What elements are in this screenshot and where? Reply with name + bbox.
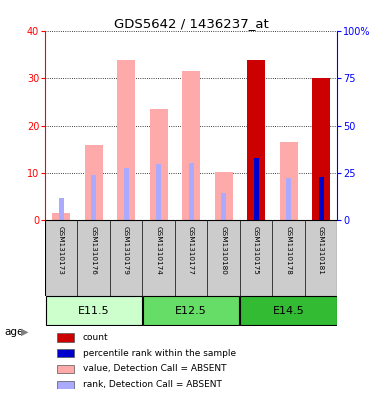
Text: GSM1310174: GSM1310174: [156, 226, 161, 275]
Bar: [189, 163, 193, 220]
Bar: [91, 175, 96, 220]
Bar: [182, 72, 200, 220]
Text: rank, Detection Call = ABSENT: rank, Detection Call = ABSENT: [83, 380, 222, 389]
Bar: [58, 198, 64, 220]
Bar: [52, 213, 70, 220]
Text: percentile rank within the sample: percentile rank within the sample: [83, 349, 236, 358]
Bar: [319, 177, 324, 220]
Bar: [57, 380, 74, 389]
Bar: [46, 296, 142, 325]
Bar: [57, 349, 74, 357]
Bar: [312, 77, 330, 220]
Text: GSM1310181: GSM1310181: [318, 226, 324, 275]
Title: GDS5642 / 1436237_at: GDS5642 / 1436237_at: [114, 17, 268, 30]
Bar: [156, 164, 161, 220]
Bar: [247, 60, 265, 220]
Text: age: age: [4, 327, 23, 337]
Bar: [150, 109, 168, 220]
Text: GSM1310175: GSM1310175: [253, 226, 259, 275]
Text: GSM1310173: GSM1310173: [58, 226, 64, 275]
Bar: [254, 158, 259, 220]
Bar: [57, 333, 74, 342]
Text: GSM1310180: GSM1310180: [221, 226, 227, 275]
Bar: [117, 60, 135, 220]
Bar: [286, 178, 291, 220]
Text: ▶: ▶: [21, 327, 29, 337]
Text: GSM1310178: GSM1310178: [285, 226, 292, 275]
Text: E11.5: E11.5: [78, 306, 110, 316]
Bar: [221, 193, 226, 220]
Bar: [124, 168, 129, 220]
Text: E14.5: E14.5: [273, 306, 305, 316]
Bar: [280, 141, 298, 220]
Text: GSM1310176: GSM1310176: [90, 226, 97, 275]
Bar: [215, 172, 232, 220]
Bar: [85, 145, 103, 220]
Text: count: count: [83, 333, 108, 342]
Text: value, Detection Call = ABSENT: value, Detection Call = ABSENT: [83, 364, 226, 373]
Text: GSM1310179: GSM1310179: [123, 226, 129, 275]
Text: GSM1310177: GSM1310177: [188, 226, 194, 275]
Text: E12.5: E12.5: [175, 306, 207, 316]
Bar: [57, 365, 74, 373]
Bar: [241, 296, 337, 325]
Bar: [143, 296, 239, 325]
